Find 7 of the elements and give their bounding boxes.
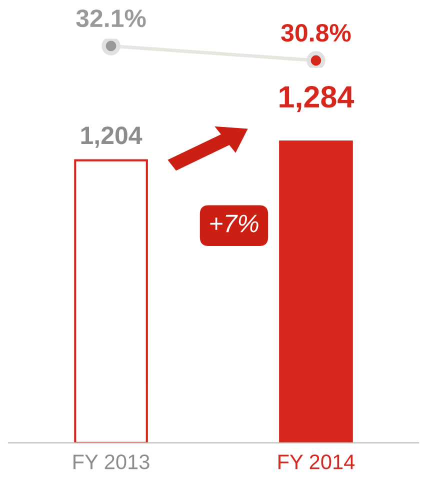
- annotation: +7%: [210, 214, 258, 232]
- x-tick-label: FY 2013: [74, 454, 150, 470]
- data-label: 1,284: [280, 86, 354, 112]
- data-label: 30.8%: [281, 24, 351, 42]
- data-label: 32.1%: [76, 9, 146, 28]
- data-label: 1,204: [81, 126, 142, 148]
- x-tick-label: FY 2014: [278, 454, 355, 470]
